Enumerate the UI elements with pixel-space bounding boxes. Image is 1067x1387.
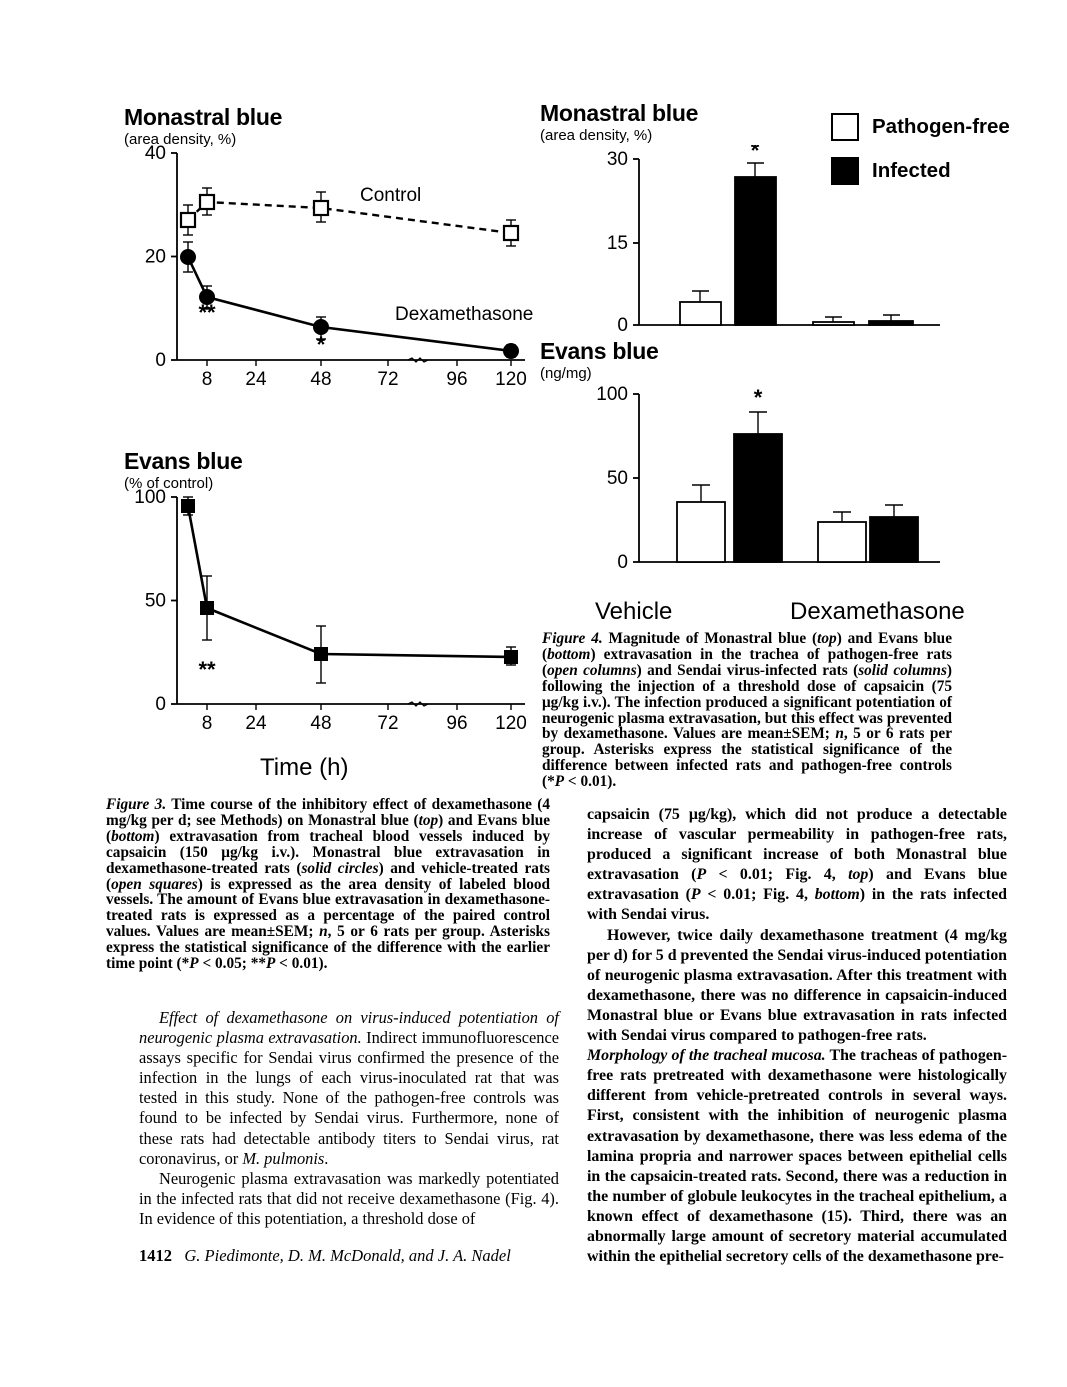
svg-text:72: 72: [377, 713, 398, 734]
svg-text:120: 120: [495, 369, 527, 390]
svg-text:0: 0: [155, 350, 166, 371]
svg-text:40: 40: [145, 143, 166, 164]
svg-text:100: 100: [134, 487, 166, 508]
svg-text:15: 15: [607, 233, 628, 254]
svg-text:24: 24: [245, 369, 267, 390]
svg-text:24: 24: [245, 713, 267, 734]
svg-text:50: 50: [145, 591, 166, 612]
svg-text:96: 96: [446, 369, 467, 390]
svg-text:Control: Control: [360, 185, 421, 206]
svg-text:**: **: [198, 657, 216, 682]
svg-text:**: **: [198, 300, 216, 325]
svg-text:50: 50: [607, 468, 628, 489]
svg-text:48: 48: [310, 369, 331, 390]
svg-text:*: *: [754, 385, 763, 410]
svg-text:Dexamethasone: Dexamethasone: [395, 304, 533, 325]
svg-text:120: 120: [495, 713, 527, 734]
svg-text:72: 72: [377, 369, 398, 390]
svg-text:*: *: [317, 332, 326, 357]
svg-text:96: 96: [446, 713, 467, 734]
svg-text:*: *: [751, 145, 760, 163]
svg-text:0: 0: [617, 552, 628, 573]
svg-text:30: 30: [607, 149, 628, 170]
svg-text:0: 0: [155, 694, 166, 715]
svg-text:8: 8: [202, 713, 213, 734]
svg-text:48: 48: [310, 713, 331, 734]
svg-text:100: 100: [596, 384, 628, 405]
svg-text:0: 0: [617, 315, 628, 336]
svg-text:20: 20: [145, 247, 166, 268]
svg-text:8: 8: [202, 369, 213, 390]
